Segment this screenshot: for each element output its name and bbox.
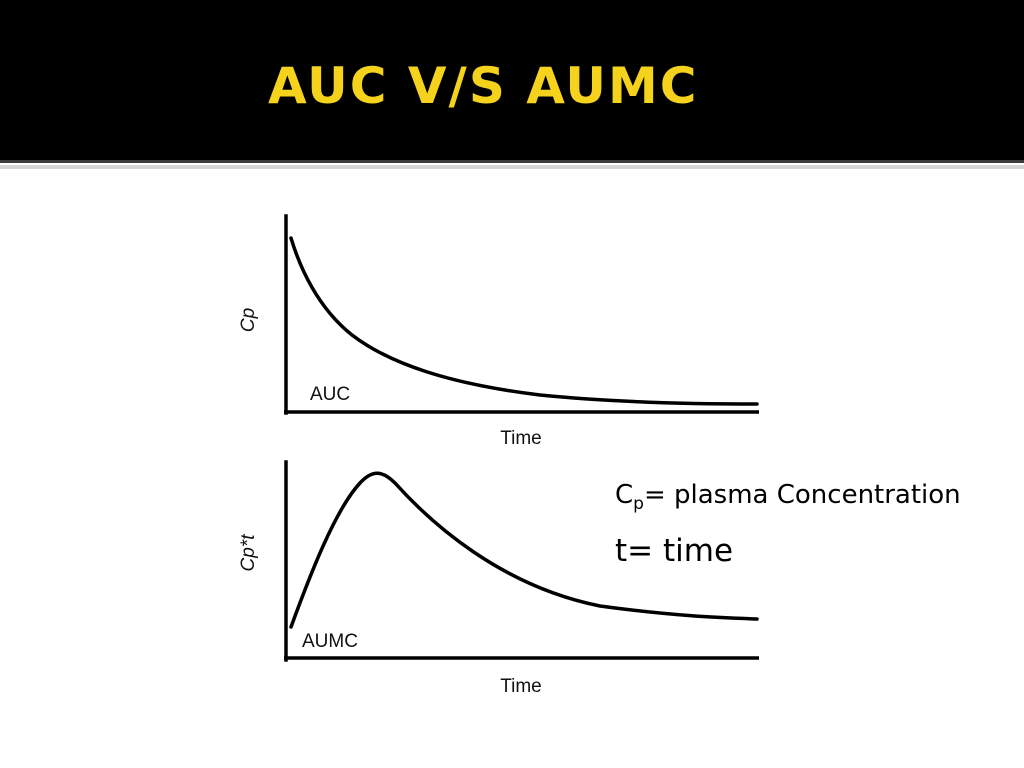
cp-definition-text: = plasma Concentration	[643, 480, 961, 510]
slide-title: AUC V/S AUMC	[268, 57, 699, 115]
aumc-plot: AUMC Time Cp*t	[238, 460, 759, 697]
aumc-y-axis-label: Cp*t	[238, 534, 259, 572]
auc-x-axis-label: Time	[500, 428, 542, 449]
title-bar: AUC V/S AUMC	[0, 0, 1024, 160]
cp-symbol: C	[615, 480, 634, 510]
auc-y-axis-label: Cp	[238, 308, 259, 332]
auc-curve	[289, 236, 759, 406]
aumc-x-axis-label: Time	[500, 676, 542, 697]
cp-definition: Cp= plasma Concentration	[615, 478, 961, 514]
cp-subscript: p	[633, 494, 644, 514]
auc-plot: AUC Time Cp	[238, 214, 759, 449]
header-divider-shadow	[0, 165, 1024, 169]
header-divider	[0, 160, 1024, 163]
auc-area-label: AUC	[310, 384, 350, 405]
aumc-area-label: AUMC	[302, 631, 358, 652]
t-definition: t= time	[615, 533, 734, 569]
aumc-curve	[289, 471, 759, 629]
